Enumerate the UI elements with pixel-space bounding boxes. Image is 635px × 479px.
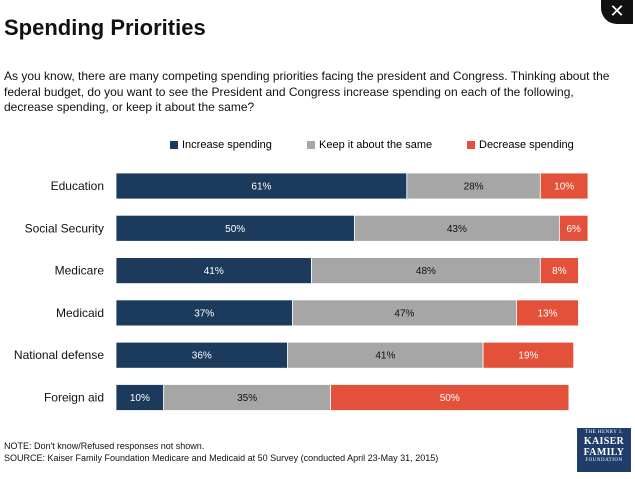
page-title: Spending Priorities [4, 15, 206, 40]
bar-education-series-2 [539, 172, 589, 200]
legend-item-decrease: Decrease spending [467, 139, 574, 151]
legend-item-same: Keep it about the same [307, 139, 432, 151]
bar-foreign-aid-series-0 [115, 384, 165, 411]
bar-national-defense-series-2 [482, 341, 575, 369]
category-label-foreign-aid: Foreign aid [44, 391, 104, 405]
bar-education-series-1 [406, 172, 541, 200]
category-label-education: Education [51, 179, 104, 193]
legend-label-increase: Increase spending [182, 139, 272, 151]
value-label-foreign-aid-series-2: 50% [440, 393, 460, 404]
value-label-medicare-series-2: 8% [552, 266, 567, 277]
value-label-social-security-series-0: 50% [225, 224, 245, 235]
value-label-social-security-series-2: 6% [566, 224, 581, 235]
bar-medicaid-series-1 [292, 299, 517, 327]
bar-foreign-aid-series-2 [330, 384, 570, 411]
source-text: SOURCE: Kaiser Family Foundation Medicar… [4, 453, 439, 463]
bar-foreign-aid-series-1 [163, 384, 331, 411]
value-label-medicaid-series-1: 47% [394, 308, 414, 319]
bar-medicaid-series-0 [115, 299, 293, 327]
logo-line-3: FAMILY [583, 447, 625, 458]
kff-logo: THE HENRY J. KAISER FAMILY FOUNDATION [577, 428, 631, 472]
value-label-education-series-2: 10% [554, 182, 574, 193]
logo-line-1: THE HENRY J. [584, 430, 624, 435]
value-label-medicare-series-0: 41% [204, 266, 224, 277]
note-text: NOTE: Don't know/Refused responses not s… [4, 441, 205, 451]
logo-line-4: FOUNDATION [585, 458, 623, 463]
bar-medicaid-series-2 [516, 299, 579, 327]
value-label-education-series-0: 61% [251, 182, 271, 193]
value-label-medicaid-series-0: 37% [194, 308, 214, 319]
value-label-national-defense-series-1: 41% [375, 351, 395, 362]
value-label-national-defense-series-2: 19% [518, 351, 538, 362]
category-label-medicare: Medicare [55, 264, 105, 278]
category-label-medicaid: Medicaid [56, 306, 104, 320]
legend-swatch-decrease [467, 141, 475, 149]
value-label-medicare-series-1: 48% [416, 266, 436, 277]
bar-medicare-series-0 [115, 257, 312, 285]
legend-swatch-same [307, 141, 315, 149]
value-label-education-series-1: 28% [464, 182, 484, 193]
value-label-national-defense-series-0: 36% [192, 351, 212, 362]
category-label-social-security: Social Security [25, 221, 104, 235]
bar-national-defense-series-1 [287, 341, 484, 369]
legend-label-same: Keep it about the same [319, 139, 433, 151]
legend-swatch-increase [170, 141, 178, 149]
close-button[interactable]: ✕ [601, 0, 633, 24]
bar-national-defense-series-0 [115, 341, 289, 369]
bar-medicare-series-2 [539, 257, 579, 285]
bar-education-series-0 [115, 172, 408, 200]
logo-line-2: KAISER [583, 436, 625, 447]
category-label-national-defense: National defense [14, 348, 104, 362]
legend-label-decrease: Decrease spending [479, 139, 574, 151]
chart-legend: Increase spending Keep it about the same… [0, 139, 635, 153]
legend-item-increase: Increase spending [170, 139, 272, 151]
bar-social-security-series-1 [353, 214, 560, 242]
bar-social-security-series-0 [115, 214, 355, 242]
value-label-foreign-aid-series-0: 10% [130, 393, 150, 404]
bar-medicare-series-1 [311, 257, 541, 285]
value-label-medicaid-series-2: 13% [537, 308, 557, 319]
chart-footnote: NOTE: Don't know/Refused responses not s… [4, 440, 438, 464]
value-label-social-security-series-1: 43% [447, 224, 467, 235]
bar-social-security-series-2 [558, 214, 589, 242]
survey-question: As you know, there are many competing sp… [4, 69, 610, 114]
value-label-foreign-aid-series-1: 35% [237, 393, 257, 404]
